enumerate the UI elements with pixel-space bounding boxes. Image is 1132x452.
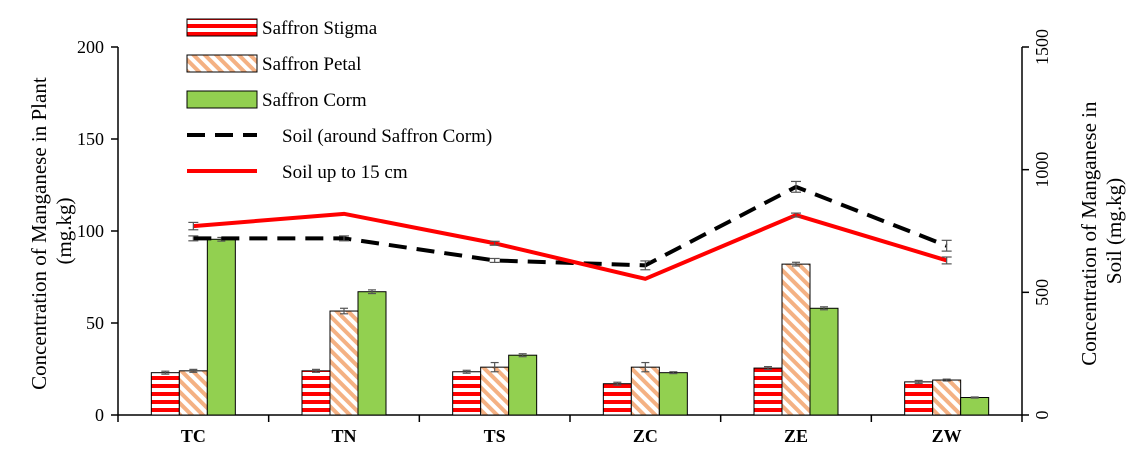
bar-saffron-stigma bbox=[904, 381, 934, 416]
category-label: ZE bbox=[784, 426, 808, 446]
category-label: TN bbox=[331, 426, 356, 446]
bar-saffron-corm bbox=[357, 291, 387, 416]
bars bbox=[150, 236, 990, 416]
bar-saffron-corm bbox=[809, 307, 839, 416]
category-label: TS bbox=[484, 426, 506, 446]
category-label: ZC bbox=[633, 426, 658, 446]
right-axis-title: Concentration of Manganese in Soil (mg.k… bbox=[1077, 96, 1126, 365]
category-label: TC bbox=[181, 426, 206, 446]
legend-label: Soil (around Saffron Corm) bbox=[282, 126, 492, 147]
bar-saffron-petal bbox=[329, 310, 359, 416]
bar-saffron-stigma bbox=[150, 372, 180, 416]
legend-label: Saffron Stigma bbox=[262, 18, 378, 39]
legend-label: Saffron Petal bbox=[262, 54, 361, 75]
left-tick-label: 0 bbox=[95, 405, 104, 425]
right-tick-label: 0 bbox=[1032, 411, 1052, 420]
legend-swatch bbox=[186, 18, 258, 37]
bar-saffron-stigma bbox=[301, 370, 331, 416]
bar-saffron-corm bbox=[206, 238, 236, 416]
left-tick-label: 150 bbox=[77, 129, 104, 149]
bar-saffron-petal bbox=[781, 263, 811, 416]
x-ticks: TC TN TS ZC ZE ZW bbox=[117, 415, 1023, 446]
legend-swatch bbox=[186, 90, 258, 109]
bar-saffron-corm bbox=[508, 354, 538, 416]
left-tick-label: 100 bbox=[77, 221, 104, 241]
left-axis-title: Concentration of Manganese in Plant (mg.… bbox=[27, 72, 76, 390]
category-label: ZW bbox=[932, 426, 962, 446]
bar-saffron-corm bbox=[658, 372, 688, 416]
legend: Saffron Stigma Saffron Petal Saffron Corm S… bbox=[186, 18, 492, 183]
left-y-ticks: 0 50 100 150 200 bbox=[77, 37, 118, 425]
legend-swatch bbox=[186, 54, 258, 73]
legend-label: Soil up to 15 cm bbox=[282, 162, 408, 183]
left-tick-label: 200 bbox=[77, 37, 104, 57]
left-axis-title-line-2: (mg.kg) bbox=[52, 197, 76, 264]
left-tick-label: 50 bbox=[86, 313, 104, 333]
right-tick-label: 500 bbox=[1032, 279, 1052, 306]
bar-saffron-petal bbox=[630, 366, 660, 416]
right-axis-title-line-2: Soil (mg.kg) bbox=[1102, 178, 1126, 284]
line-soil-up-to-15-cm bbox=[193, 211, 948, 281]
bar-saffron-corm bbox=[960, 397, 990, 416]
lines bbox=[188, 180, 952, 281]
bar-saffron-petal bbox=[178, 370, 208, 416]
right-tick-label: 1000 bbox=[1032, 152, 1052, 188]
bar-saffron-stigma bbox=[602, 383, 632, 416]
bar-saffron-petal bbox=[480, 366, 510, 416]
left-axis-title-line-1: Concentration of Manganese in Plant bbox=[27, 77, 51, 390]
right-tick-label: 1500 bbox=[1032, 29, 1052, 65]
bar-saffron-stigma bbox=[452, 371, 482, 416]
right-y-ticks: 0 500 1000 1500 bbox=[1022, 29, 1052, 420]
legend-label: Saffron Corm bbox=[262, 90, 367, 111]
right-axis-title-line-1: Concentration of Manganese in bbox=[1077, 101, 1101, 366]
bar-saffron-stigma bbox=[753, 367, 783, 416]
bar-saffron-petal bbox=[932, 379, 962, 416]
